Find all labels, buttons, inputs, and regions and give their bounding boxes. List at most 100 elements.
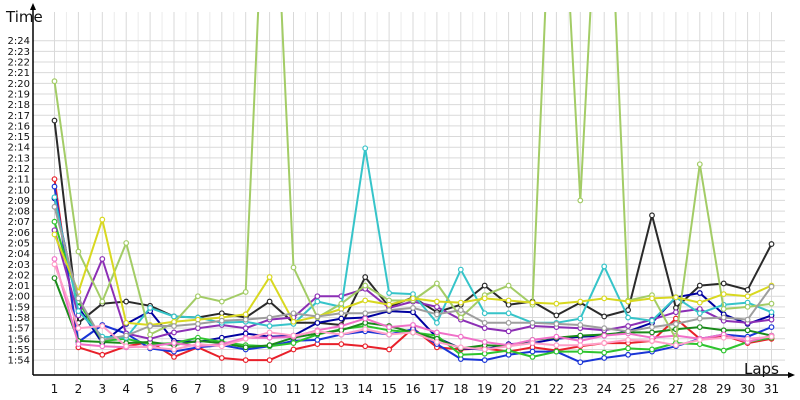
x-tick-label: 29 (716, 382, 731, 396)
data-point (625, 328, 631, 335)
data-point (720, 347, 727, 354)
data-point (768, 333, 775, 340)
data-point (51, 218, 58, 225)
data-point (99, 323, 106, 329)
x-tick-label: 19 (477, 382, 492, 396)
data-point (290, 332, 297, 339)
data-point (434, 280, 440, 287)
data-point (314, 328, 321, 335)
data-point (266, 274, 273, 280)
data-point (171, 346, 177, 353)
data-point (434, 311, 440, 318)
data-point (434, 339, 440, 345)
data-point (481, 346, 488, 353)
data-point (577, 332, 584, 339)
data-point (314, 298, 321, 305)
x-axis-arrow (788, 372, 795, 378)
data-point (720, 291, 727, 297)
data-point (649, 346, 655, 353)
data-point (744, 293, 751, 300)
data-point (529, 348, 536, 355)
data-point (338, 310, 345, 317)
data-point (625, 314, 631, 321)
data-point (194, 293, 201, 300)
data-point (673, 342, 679, 349)
x-tick-label: 25 (620, 382, 635, 396)
x-tick-label: 2 (75, 382, 83, 396)
x-tick-label: 12 (310, 382, 325, 396)
x-tick-label: 30 (740, 382, 755, 396)
data-point (410, 295, 416, 302)
data-point (481, 325, 488, 332)
x-tick-label: 4 (122, 382, 130, 396)
data-point (649, 317, 655, 324)
data-point (242, 311, 249, 318)
x-tick-label: 6 (170, 382, 178, 396)
x-tick-labels: 1 2 3 4 5 6 7 8 9 10 11 12 13 14 15 16 17 18 19 20 21 22 23 24 2… (51, 382, 779, 396)
y-tick-label: 2:20 (8, 79, 30, 90)
data-point (386, 346, 393, 353)
data-point (720, 314, 727, 321)
data-point (338, 323, 345, 329)
data-point (625, 323, 631, 329)
x-tick-label: 28 (692, 382, 707, 396)
data-point (505, 297, 512, 304)
data-point (338, 331, 345, 338)
y-tick-label: 2:06 (8, 228, 30, 239)
data-point (123, 343, 130, 350)
y-tick-label: 1:55 (8, 345, 30, 356)
data-point (314, 319, 321, 326)
data-point (171, 323, 177, 329)
data-point (601, 325, 608, 332)
data-point (768, 324, 775, 330)
data-point (362, 343, 369, 350)
data-point (51, 256, 58, 262)
data-point (171, 313, 177, 320)
data-point (99, 216, 106, 223)
y-tick-label: 2:23 (8, 47, 30, 58)
series-11 (51, 216, 775, 328)
data-point (434, 303, 440, 310)
y-axis-title: Time (5, 8, 43, 26)
data-point (362, 315, 369, 322)
data-point (147, 323, 154, 329)
x-tick-label: 26 (644, 382, 659, 396)
data-point (99, 351, 106, 358)
y-tick-label: 2:24 (8, 36, 30, 47)
y-tick-label: 2:03 (8, 260, 30, 271)
y-tick-label: 2:10 (8, 185, 30, 196)
data-point (314, 336, 321, 343)
data-point (601, 332, 608, 339)
data-point (673, 335, 679, 342)
data-point (314, 313, 321, 320)
data-point (51, 261, 58, 268)
data-point (51, 203, 58, 210)
data-point (625, 307, 631, 313)
data-point (51, 183, 58, 190)
data-point (75, 308, 82, 315)
y-tick-label: 1:56 (8, 334, 30, 345)
data-point (410, 322, 416, 328)
data-point (386, 307, 393, 313)
x-tick-label: 9 (242, 382, 250, 396)
data-point (123, 332, 130, 339)
data-point (434, 319, 440, 326)
data-point (601, 340, 608, 346)
data-point (362, 310, 369, 317)
y-tick-label: 2:13 (8, 153, 30, 164)
data-point (99, 298, 106, 305)
data-point (720, 280, 727, 287)
y-tick-label: 2:08 (8, 207, 30, 218)
data-point (147, 331, 154, 338)
data-point (457, 333, 464, 340)
data-point (386, 324, 393, 330)
data-point (51, 194, 58, 201)
data-point (242, 325, 249, 332)
data-point (744, 286, 751, 293)
y-tick-label: 2:19 (8, 89, 30, 100)
y-tick-label: 2:07 (8, 217, 30, 228)
data-point (290, 264, 297, 271)
data-point (362, 326, 369, 333)
data-point (601, 313, 608, 320)
